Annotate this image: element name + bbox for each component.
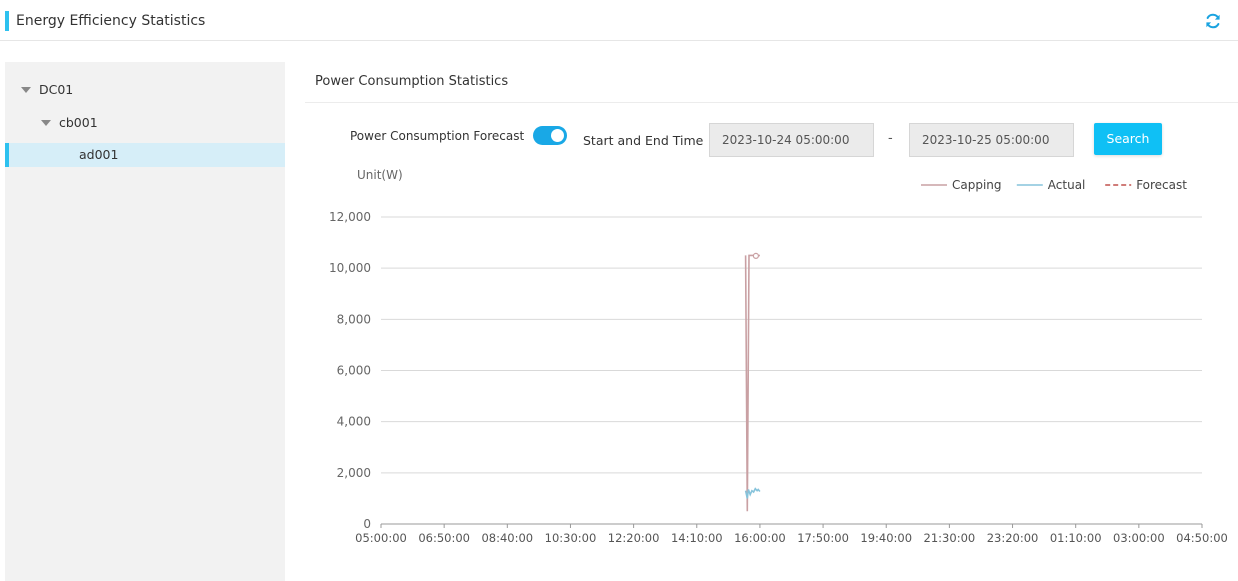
time-range-label: Start and End Time xyxy=(583,133,704,148)
y-tick-label: 0 xyxy=(363,517,371,531)
legend-label: Actual xyxy=(1048,178,1086,192)
page-title: Energy Efficiency Statistics xyxy=(16,13,206,29)
device-tree-sidebar: DC01 cb001 ad001 xyxy=(5,62,285,581)
legend-label: Forecast xyxy=(1136,178,1187,192)
x-tick-label: 10:30:00 xyxy=(545,531,597,545)
x-tick-label: 16:00:00 xyxy=(734,531,786,545)
x-tick-label: 03:00:00 xyxy=(1113,531,1165,545)
panel-divider xyxy=(305,102,1238,103)
x-tick-label: 12:20:00 xyxy=(608,531,660,545)
tree-item-label: DC01 xyxy=(39,82,74,97)
x-tick-label: 17:50:00 xyxy=(797,531,849,545)
legend-label: Capping xyxy=(952,178,1002,192)
caret-down-icon[interactable] xyxy=(21,87,31,93)
start-time-input[interactable] xyxy=(709,123,874,157)
x-tick-label: 05:00:00 xyxy=(355,531,407,545)
forecast-toggle[interactable] xyxy=(533,126,567,145)
tree-item-dc01[interactable]: DC01 xyxy=(5,78,285,102)
forecast-toggle-label: Power Consumption Forecast xyxy=(350,129,525,143)
unit-label: Unit(W) xyxy=(357,168,403,182)
series-line-actual xyxy=(744,487,761,499)
y-tick-label: 4,000 xyxy=(337,415,371,429)
y-tick-label: 6,000 xyxy=(337,364,371,378)
top-bar: Energy Efficiency Statistics xyxy=(0,0,1238,41)
search-button[interactable]: Search xyxy=(1094,123,1162,155)
series-point xyxy=(752,252,760,259)
x-tick-label: 08:40:00 xyxy=(481,531,533,545)
x-tick-label: 01:10:00 xyxy=(1050,531,1102,545)
x-tick-label: 04:50:00 xyxy=(1176,531,1228,545)
y-tick-label: 12,000 xyxy=(329,210,371,224)
tree-item-label: cb001 xyxy=(59,115,98,130)
x-tick-label: 19:40:00 xyxy=(860,531,912,545)
x-tick-label: 06:50:00 xyxy=(418,531,470,545)
tree-item-ad001[interactable]: ad001 xyxy=(5,143,285,167)
panel-title: Power Consumption Statistics xyxy=(315,74,509,89)
x-tick-label: 14:10:00 xyxy=(671,531,723,545)
x-tick-label: 21:30:00 xyxy=(924,531,976,545)
x-tick-label: 23:20:00 xyxy=(987,531,1039,545)
caret-down-icon[interactable] xyxy=(41,120,51,126)
refresh-icon[interactable] xyxy=(1203,11,1223,31)
title-accent-bar xyxy=(5,11,9,31)
tree-item-label: ad001 xyxy=(79,147,119,162)
toggle-knob xyxy=(551,129,564,142)
tree-item-cb001[interactable]: cb001 xyxy=(5,111,285,135)
end-time-input[interactable] xyxy=(909,123,1074,157)
range-separator: - xyxy=(888,131,893,146)
y-tick-label: 10,000 xyxy=(329,261,371,275)
y-tick-label: 2,000 xyxy=(337,466,371,480)
y-tick-label: 8,000 xyxy=(337,312,371,326)
